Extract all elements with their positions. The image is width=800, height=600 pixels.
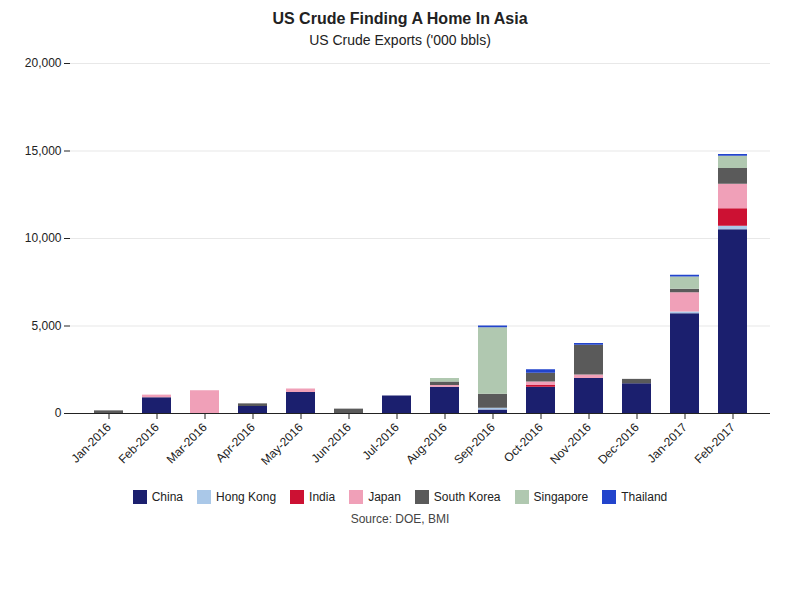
- svg-text:Oct-2016: Oct-2016: [501, 420, 546, 465]
- html-text:US Crude Exports ('000 bbls): US Crude Exports ('000 bbls): [309, 32, 491, 48]
- svg-text:5,000: 5,000: [31, 319, 61, 333]
- svg-text:Jul-2016: Jul-2016: [359, 420, 402, 463]
- svg-text:Jan-2017: Jan-2017: [645, 420, 691, 466]
- svg-text:Aug-2016: Aug-2016: [403, 420, 450, 467]
- svg-text:Apr-2016: Apr-2016: [213, 420, 258, 465]
- svg-text:20,000: 20,000: [25, 56, 62, 70]
- svg-text:Sep-2016: Sep-2016: [451, 420, 498, 467]
- svg-text:15,000: 15,000: [25, 144, 62, 158]
- svg-text:Feb-2017: Feb-2017: [692, 420, 738, 466]
- html-text:China: China: [151, 490, 183, 504]
- svg-text:10,000: 10,000: [25, 231, 62, 245]
- svg-text:Jun-2016: Jun-2016: [309, 420, 355, 466]
- html-text:Japan: Japan: [368, 490, 401, 504]
- svg-text:0: 0: [55, 406, 62, 420]
- html-text:Hong Kong: Hong Kong: [216, 490, 277, 504]
- svg-text:Feb-2016: Feb-2016: [116, 420, 162, 466]
- svg-text:Dec-2016: Dec-2016: [595, 420, 642, 467]
- html-text:Thailand: Thailand: [621, 490, 668, 504]
- svg-text:May-2016: May-2016: [258, 420, 306, 468]
- svg-text:Nov-2016: Nov-2016: [547, 420, 594, 467]
- svg-text:Jan-2016: Jan-2016: [69, 420, 115, 466]
- html-text:US Crude Finding A Home In Asi: US Crude Finding A Home In Asia: [272, 10, 528, 27]
- svg-text:Mar-2016: Mar-2016: [164, 420, 210, 466]
- html-text:South Korea: South Korea: [433, 490, 501, 504]
- html-text:Singapore: Singapore: [533, 490, 589, 504]
- html-text:India: India: [309, 490, 336, 504]
- html-text:Source: DOE, BMI: Source: DOE, BMI: [350, 512, 450, 526]
